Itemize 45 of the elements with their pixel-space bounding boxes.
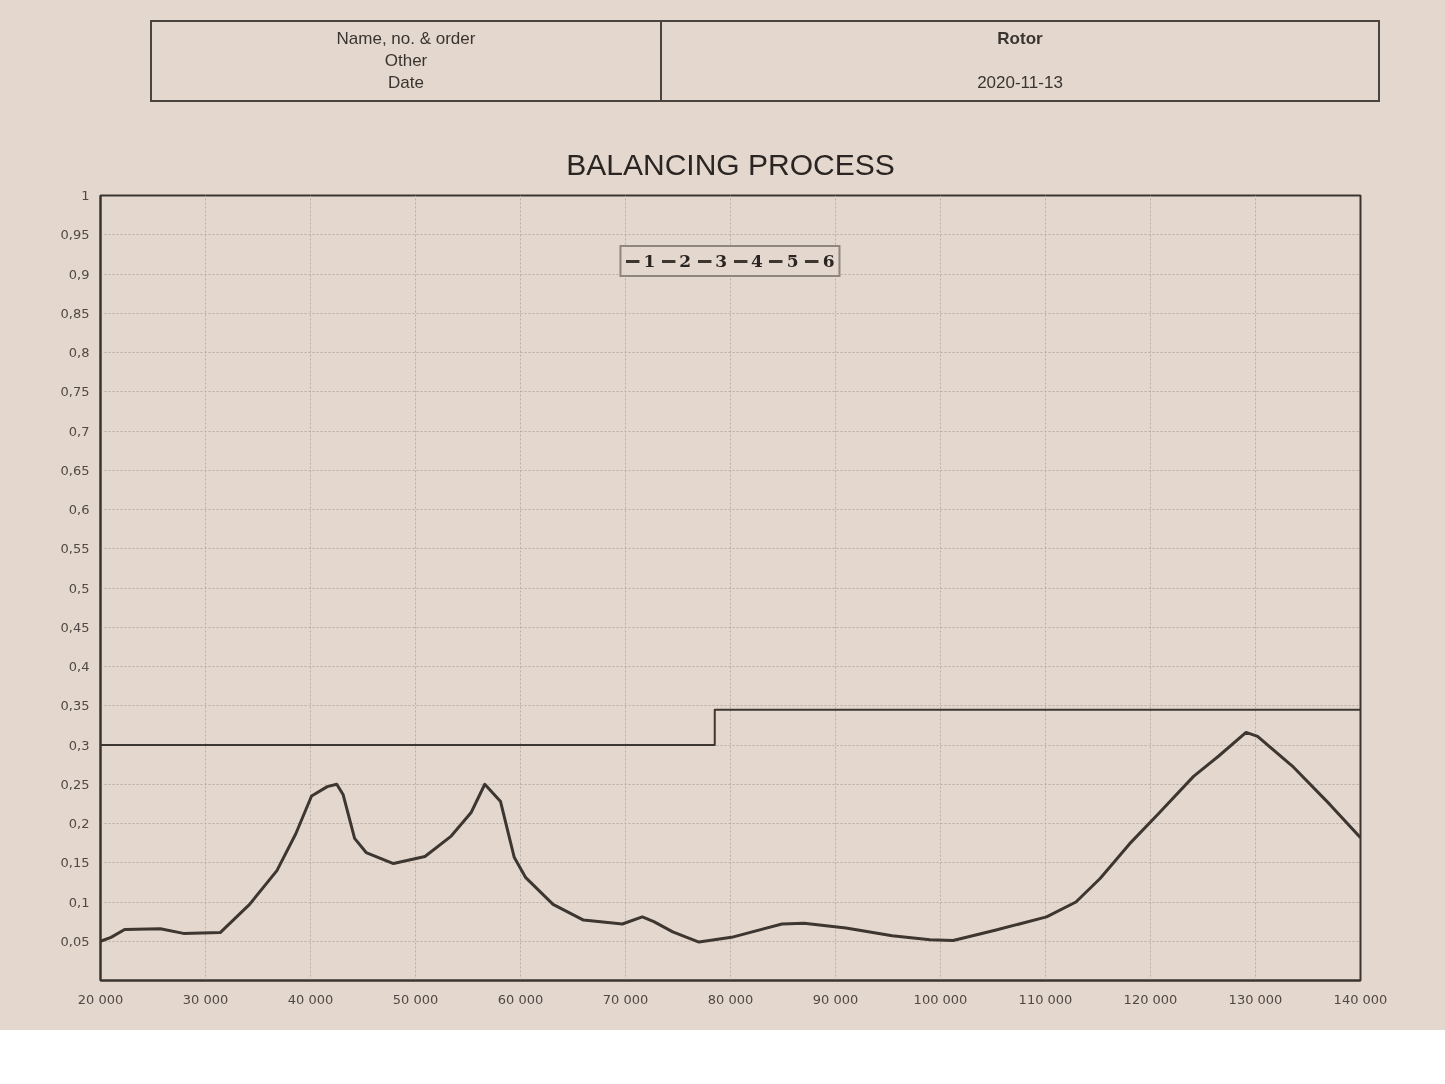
- y-tick-label: 0,95: [60, 227, 90, 243]
- x-tick-label: 100 000: [913, 991, 968, 1007]
- legend-label: 4: [751, 251, 763, 271]
- y-tick-label: 0,4: [68, 659, 90, 674]
- x-tick-label: 50 000: [392, 991, 439, 1007]
- y-tick-label: 0,75: [60, 384, 90, 400]
- x-tick-label: 90 000: [812, 991, 859, 1007]
- text: Rotor: [996, 28, 1044, 50]
- y-tick-label: 0,55: [60, 541, 90, 557]
- legend-label: 5: [786, 251, 799, 271]
- y-tick-label: 0,1: [68, 894, 90, 910]
- x-tick-label: 40 000: [287, 991, 334, 1007]
- y-tick-label: 0,65: [60, 462, 90, 478]
- legend-label: 6: [822, 251, 835, 271]
- x-tick-label: 60 000: [497, 991, 544, 1007]
- chart-title: BALANCING PROCESS: [566, 147, 895, 181]
- y-tick-label: 0,9: [68, 266, 90, 282]
- y-tick-label: 0,6: [68, 502, 90, 517]
- text: Date: [387, 72, 425, 94]
- y-tick-label: 0,2: [68, 816, 90, 831]
- text: 2020-11-13: [976, 72, 1064, 94]
- legend-label: 3: [715, 251, 727, 271]
- y-tick-label: 0,5: [68, 580, 90, 596]
- y-tick-label: 1: [81, 188, 90, 203]
- legend-label: 1: [643, 251, 656, 271]
- x-tick-label: 110 000: [1018, 991, 1073, 1007]
- text: Other: [383, 50, 429, 72]
- x-tick-label: 30 000: [182, 991, 229, 1007]
- y-tick-label: 0,7: [68, 423, 90, 439]
- y-tick-label: 0,15: [60, 855, 90, 871]
- y-tick-label: 0,8: [68, 345, 90, 360]
- x-tick-label: 140 000: [1333, 991, 1388, 1007]
- y-tick-label: 0,45: [60, 619, 90, 635]
- x-tick-label: 120 000: [1123, 991, 1178, 1007]
- y-tick-label: 0,3: [68, 737, 90, 753]
- x-tick-label: 130 000: [1228, 991, 1283, 1007]
- y-tick-label: 0,05: [60, 933, 90, 949]
- y-tick-label: 0,35: [60, 698, 90, 714]
- x-tick-label: 80 000: [707, 991, 754, 1007]
- y-tick-label: 0,85: [60, 305, 90, 321]
- x-tick-label: 20 000: [77, 991, 124, 1007]
- y-tick-label: 0,25: [60, 776, 90, 792]
- legend-label: 2: [679, 251, 692, 271]
- x-tick-label: 70 000: [602, 991, 649, 1007]
- text: Name, no. & order: [335, 28, 477, 50]
